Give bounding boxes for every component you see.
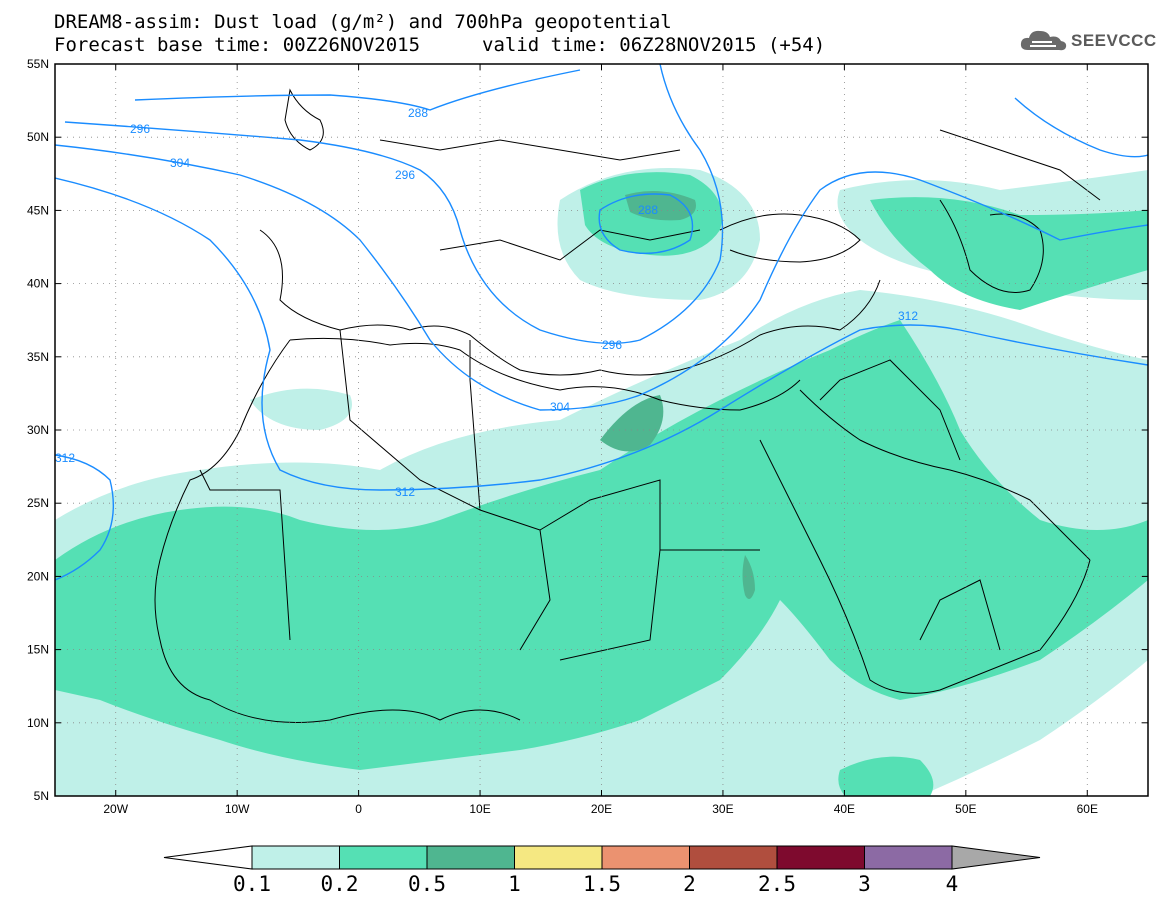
country-border-10 — [939, 129, 1101, 201]
colorbar-label: 2.5 — [758, 872, 796, 896]
contour-288-center — [598, 193, 694, 255]
colorbar-under-arrow — [163, 845, 253, 870]
contour-304-east — [639, 171, 1148, 396]
coastlines — [154, 88, 1101, 723]
country-border-9 — [379, 139, 681, 161]
contour-label: 312 — [55, 451, 75, 465]
colorbar-label: 0.1 — [233, 872, 271, 896]
country-border-5 — [559, 549, 661, 661]
contour-labels: 288 296 304 312 296 304 296 288 312 312 — [55, 106, 918, 499]
colorbar-label: 4 — [946, 872, 959, 896]
contour-288-north — [134, 69, 581, 111]
lon-label: 40E — [834, 802, 855, 816]
contour-296-east — [1014, 97, 1148, 158]
contour-312-west — [55, 177, 1148, 491]
dust-area-medium-4 — [838, 756, 934, 796]
dust-field — [55, 168, 1148, 796]
country-border-8 — [439, 229, 701, 261]
lat-label: 30N — [27, 423, 49, 437]
lon-label: 50E — [955, 802, 976, 816]
dust-area-dense-3 — [742, 555, 755, 599]
dust-area-dense — [600, 395, 664, 452]
geopotential-contours — [55, 64, 1148, 581]
contour-label: 296 — [395, 168, 415, 182]
colorbar-label: 3 — [858, 872, 871, 896]
lon-label: 60E — [1077, 802, 1098, 816]
dust-area-dense-2 — [625, 191, 696, 221]
contour-label: 304 — [170, 156, 190, 170]
colorbar-over-arrow — [951, 845, 1041, 870]
country-border-7 — [919, 579, 1001, 651]
contour-label: 288 — [638, 203, 658, 217]
lat-label: 55N — [27, 57, 49, 71]
lon-label: 10E — [469, 802, 490, 816]
lat-label: 25N — [27, 496, 49, 510]
contour-304-west — [55, 144, 641, 411]
contour-296-west — [64, 64, 724, 345]
colorbar-label: 1 — [508, 872, 521, 896]
colorbar-swatch — [864, 845, 953, 870]
lat-label: 20N — [27, 569, 49, 583]
colorbar-swatch — [601, 845, 690, 870]
cloud-icon — [1020, 30, 1067, 51]
longitude-axis: 20W 10W 0 10E 20E 30E 40E 50E 60E — [103, 64, 1098, 816]
lon-label: 20W — [103, 802, 128, 816]
coastline-africa — [154, 339, 521, 723]
contour-label: 312 — [898, 309, 918, 323]
forecast-base-time: Forecast base time: 00Z26NOV2015 — [54, 34, 421, 56]
coastline-europe — [259, 229, 881, 376]
country-border-4 — [539, 479, 760, 551]
coastline-arabia — [799, 389, 1091, 561]
colorbar-swatch — [339, 845, 428, 870]
contour-label: 296 — [130, 122, 150, 136]
colorbar-swatch — [776, 845, 865, 870]
colorbar-swatch — [251, 845, 340, 870]
contour-label: 312 — [395, 485, 415, 499]
dust-area-light-4 — [250, 388, 352, 430]
lat-label: 15N — [27, 643, 49, 657]
colorbar-label: 1.5 — [583, 872, 621, 896]
lon-label: 0 — [355, 802, 362, 816]
colorbar-label: 0.2 — [321, 872, 359, 896]
map-title: DREAM8-assim: Dust load (g/m²) and 700hP… — [54, 11, 672, 33]
contour-label: 296 — [602, 338, 622, 352]
lat-label: 5N — [34, 789, 49, 803]
coastline-redsea — [759, 439, 1091, 694]
lon-label: 30E — [712, 802, 733, 816]
lat-label: 40N — [27, 277, 49, 291]
contour-312-southwest — [55, 454, 115, 581]
contour-label: 288 — [408, 106, 428, 120]
lat-label: 50N — [27, 130, 49, 144]
contour-label: 304 — [550, 400, 570, 414]
colorbar-swatch — [514, 845, 603, 870]
country-border-3 — [469, 340, 481, 511]
colorbar-label: 0.5 — [408, 872, 446, 896]
lat-label: 10N — [27, 716, 49, 730]
coastline-british-isles — [284, 88, 324, 151]
dust-area-medium-3 — [870, 197, 1148, 310]
lon-label: 20E — [591, 802, 612, 816]
colorbar-swatch — [426, 845, 515, 870]
colorbar-swatch — [689, 845, 778, 870]
country-border-6 — [819, 359, 961, 461]
valid-time: valid time: 06Z28NOV2015 (+54) — [482, 34, 826, 56]
seevccc-logo: SEEVCCC — [1018, 26, 1158, 56]
colorbar: 0.1 0.2 0.5 1 1.5 2 2.5 3 4 — [163, 845, 1041, 896]
coastline-caspian — [939, 199, 1044, 293]
latitude-axis: 55N 50N 45N 40N 35N 30N 25N 20N 15N 10N 5N — [27, 57, 1148, 803]
logo-text: SEEVCCC — [1071, 31, 1157, 50]
coastline-north-africa — [289, 337, 801, 411]
country-border-1 — [199, 469, 291, 641]
colorbar-label: 2 — [683, 872, 696, 896]
lon-label: 10W — [225, 802, 250, 816]
lat-label: 45N — [27, 203, 49, 217]
graticule — [55, 64, 1148, 796]
lat-label: 35N — [27, 350, 49, 364]
